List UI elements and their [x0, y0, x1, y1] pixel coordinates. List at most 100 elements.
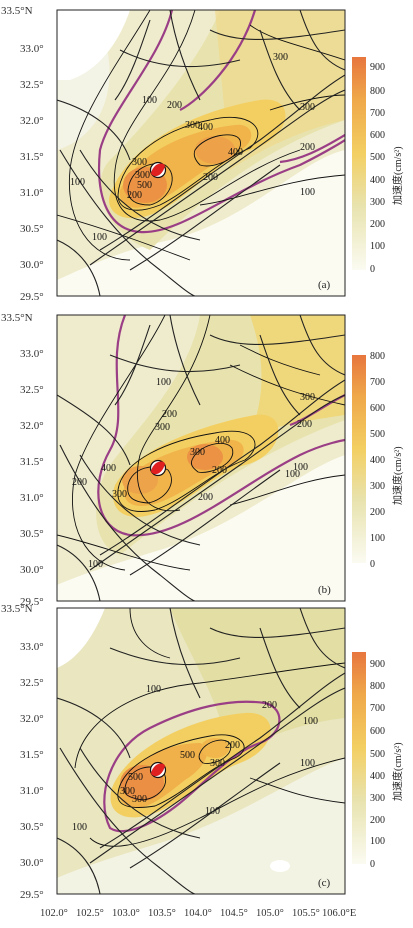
- contour-label: 100: [92, 232, 107, 243]
- lat-tick: 31.0°: [20, 785, 44, 797]
- lat-tick: 30.0°: [20, 564, 44, 576]
- cb-tick: 200: [370, 507, 385, 518]
- contour-label: 200: [203, 172, 218, 183]
- contour-labels: 100 200 300 300 300 200 200 100 100 400 …: [70, 52, 315, 243]
- contour-label: 400: [198, 122, 213, 133]
- lat-tick: 31.5°: [20, 151, 44, 163]
- cb-tick: 800: [370, 681, 385, 692]
- cb-tick: 100: [370, 241, 385, 252]
- lon-tick: 104.0°: [184, 908, 212, 919]
- lat-tick: 32.5°: [20, 677, 44, 689]
- contour-label: 300: [185, 120, 200, 131]
- cb-tick: 700: [370, 703, 385, 714]
- contour-label: 200: [225, 740, 240, 751]
- lat-tick: 31.5°: [20, 749, 44, 761]
- contour-label: 100: [285, 469, 300, 480]
- contour-label: 100: [156, 377, 171, 388]
- cb-tick: 500: [370, 749, 385, 760]
- contour-label: 300: [112, 489, 127, 500]
- cb-tick: 200: [370, 815, 385, 826]
- contour-label: 200: [72, 477, 87, 488]
- cb-tick: 300: [370, 793, 385, 804]
- lat-tick: 30.5°: [20, 821, 44, 833]
- lon-tick: 105.5°: [292, 908, 320, 919]
- lon-tick: 103.0°: [112, 908, 140, 919]
- epicenter-beachball: [149, 761, 167, 779]
- cb-tick: 600: [370, 130, 385, 141]
- contour-label: 100: [142, 95, 157, 106]
- lat-tick: 33.5°N: [1, 603, 33, 615]
- lat-tick: 31.5°: [20, 456, 44, 468]
- contour-label: 100: [146, 684, 161, 695]
- contour-label: 300: [300, 392, 315, 403]
- cb-tick: 300: [370, 481, 385, 492]
- lat-axis: 33.5°N 33.0° 32.5° 32.0° 31.5° 31.0° 30.…: [1, 312, 44, 608]
- cb-tick: 900: [370, 659, 385, 670]
- map-frame: [56, 314, 346, 602]
- contour-labels: 100 200 300 200 200 100 100 400 300 300 …: [72, 377, 315, 570]
- epicenter-beachball: [149, 161, 167, 179]
- lat-tick: 30.0°: [20, 259, 44, 271]
- cb-tick: 0: [370, 859, 375, 870]
- contour-label: 500: [137, 180, 152, 191]
- lat-tick: 33.0°: [20, 348, 44, 360]
- cb-tick: 800: [370, 351, 385, 362]
- contour-label: 200: [262, 700, 277, 711]
- contour-label: 400: [215, 435, 230, 446]
- contour-labels: 100 200 100 100 500 500 300 300 100 300 …: [72, 684, 318, 833]
- cb-tick: 300: [370, 197, 385, 208]
- faults: [57, 10, 345, 296]
- colorbar: 800 700 600 500 400 300 200 100 0 加速度(cm…: [352, 351, 404, 570]
- contour-label: 100: [70, 177, 85, 188]
- cb-tick: 0: [370, 559, 375, 570]
- lat-tick: 32.0°: [20, 420, 44, 432]
- cb-tick: 900: [370, 62, 385, 73]
- lat-tick: 30.5°: [20, 223, 44, 235]
- contours: [57, 10, 345, 261]
- lon-tick: 105.0°: [256, 908, 284, 919]
- cb-tick: 500: [370, 152, 385, 163]
- lat-tick: 32.0°: [20, 713, 44, 725]
- contour-label: 400: [228, 147, 243, 158]
- lat-tick: 32.5°: [20, 384, 44, 396]
- contour-label: 300: [120, 786, 135, 797]
- lat-tick: 33.0°: [20, 43, 44, 55]
- faults: [57, 315, 345, 601]
- lat-tick: 33.0°: [20, 641, 44, 653]
- contour-label: 200: [297, 419, 312, 430]
- lat-tick: 30.0°: [20, 857, 44, 869]
- lat-tick: 30.5°: [20, 528, 44, 540]
- colorbar: 900 800 700 600 500 400 300 200 100 0 加速…: [352, 57, 404, 275]
- cb-tick: 700: [370, 108, 385, 119]
- epicenter-beachball: [149, 459, 167, 477]
- contour-label: 100: [300, 758, 315, 769]
- panel-label: (b): [318, 584, 331, 596]
- colorbar-title: 加速度(cm/s²): [391, 446, 404, 505]
- lat-tick: 31.0°: [20, 187, 44, 199]
- contour-label: 300: [132, 794, 147, 805]
- map-panel-a: 100 200 300 300 300 200 200 100 100 400 …: [0, 0, 413, 305]
- lat-tick: 33.5°N: [1, 312, 33, 324]
- cb-tick: 100: [370, 533, 385, 544]
- map-panel-c: 100 200 100 100 500 500 300 300 100 300 …: [0, 598, 413, 903]
- map-panel-b: 100 200 300 200 200 100 100 400 300 300 …: [0, 305, 413, 610]
- pga-field: [57, 10, 345, 296]
- faults: [57, 608, 345, 894]
- lon-tick: 104.5°: [220, 908, 248, 919]
- lon-tick: 102.0°: [40, 908, 68, 919]
- cb-tick: 600: [370, 726, 385, 737]
- map-frame: [56, 607, 346, 895]
- contour-label: 200: [127, 190, 142, 201]
- contour-label: 200: [300, 142, 315, 153]
- contour-label: 100: [88, 559, 103, 570]
- contour-label: 500: [180, 750, 195, 761]
- contour-label: 300: [210, 758, 225, 769]
- lon-tick: 103.5°: [148, 908, 176, 919]
- colorbar-title: 加速度(cm/s²): [391, 146, 404, 205]
- lat-tick: 32.5°: [20, 79, 44, 91]
- contour-label: 300: [300, 102, 315, 113]
- contour-label: 100: [300, 187, 315, 198]
- contour-label: 300: [135, 170, 150, 181]
- contour-label: 100: [205, 806, 220, 817]
- lat-tick: 31.0°: [20, 492, 44, 504]
